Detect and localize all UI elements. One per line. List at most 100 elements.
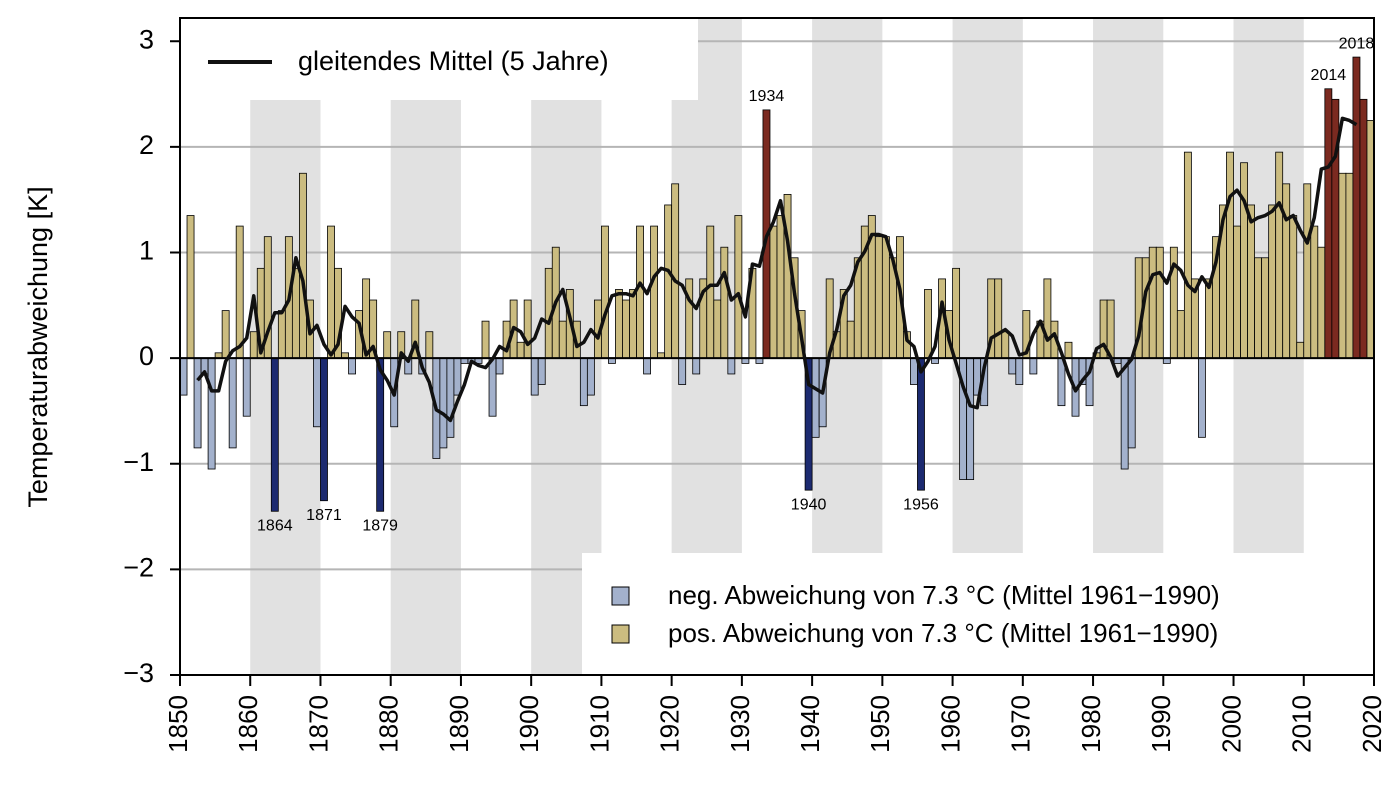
- bar: [425, 331, 434, 359]
- legend-label: neg. Abweichung von 7.3 °C (Mittel 1961−…: [668, 580, 1220, 610]
- bar: [1001, 331, 1010, 359]
- bar: [221, 310, 230, 359]
- bar: [1008, 357, 1017, 375]
- bar: [846, 320, 855, 359]
- bar: [446, 357, 455, 438]
- x-tick-label: 1910: [584, 695, 614, 753]
- bar: [692, 357, 701, 375]
- bar: [713, 299, 722, 359]
- annotation: 1956: [903, 496, 939, 513]
- bar-legend-box: [582, 553, 1373, 674]
- bar: [1359, 98, 1368, 359]
- bar: [1352, 56, 1361, 359]
- bar: [952, 267, 961, 359]
- y-tick-label: −1: [123, 447, 154, 477]
- bar: [1289, 215, 1298, 359]
- x-tick-label: 1980: [1076, 695, 1106, 753]
- bar: [186, 215, 195, 359]
- bar: [530, 357, 539, 396]
- bar: [1303, 183, 1312, 359]
- bar: [1345, 172, 1354, 359]
- bar: [488, 357, 497, 417]
- bar: [1254, 257, 1263, 359]
- bar: [629, 289, 637, 359]
- x-tick-label: 2020: [1357, 695, 1387, 753]
- annotation: 1934: [749, 88, 785, 105]
- bar: [481, 320, 490, 359]
- bar: [1233, 225, 1241, 359]
- bar: [678, 357, 687, 385]
- legend-swatch: [611, 586, 630, 606]
- y-tick-label: −2: [123, 552, 154, 582]
- x-tick-label: 1990: [1146, 695, 1176, 753]
- bar: [1268, 204, 1277, 359]
- legend-label: gleitendes Mittel (5 Jahre): [298, 46, 609, 76]
- legend-label: pos. Abweichung von 7.3 °C (Mittel 1961−…: [668, 618, 1218, 648]
- bar: [579, 357, 588, 407]
- bar: [874, 236, 883, 359]
- annotation: 1864: [257, 517, 293, 534]
- bar: [453, 357, 462, 396]
- bar: [881, 236, 890, 359]
- bar: [1338, 172, 1347, 359]
- y-tick-label: 3: [139, 24, 154, 54]
- bar: [727, 357, 736, 375]
- bar: [811, 357, 820, 438]
- bar: [298, 172, 307, 359]
- annotation: 1940: [791, 496, 827, 513]
- plot-frame: [179, 17, 1375, 676]
- bar: [207, 357, 216, 470]
- y-tick-label: 2: [139, 130, 154, 160]
- x-tick-label: 1930: [725, 695, 755, 753]
- bar: [249, 331, 258, 359]
- bar: [924, 289, 932, 359]
- bar: [516, 341, 525, 359]
- bar: [671, 183, 680, 359]
- bar: [917, 357, 925, 491]
- bar: [383, 331, 392, 359]
- bar: [558, 320, 567, 359]
- annotation: 1879: [362, 517, 398, 534]
- bar: [1226, 151, 1234, 359]
- bar: [1127, 357, 1136, 449]
- annotation: 2014: [1311, 67, 1347, 84]
- bar: [1296, 341, 1305, 359]
- x-tick-label: 1920: [655, 695, 685, 753]
- bar: [1176, 310, 1185, 359]
- bar: [650, 225, 659, 359]
- x-tick-label: 1860: [233, 695, 263, 753]
- bar: [1247, 204, 1255, 359]
- bar: [734, 215, 743, 359]
- x-tick-label: 1850: [163, 695, 193, 753]
- bar: [910, 357, 918, 385]
- y-tick-label: 0: [139, 341, 154, 371]
- bar: [664, 204, 673, 359]
- annotation: 1871: [306, 507, 342, 524]
- bar: [1120, 357, 1129, 470]
- line-legend-box: [181, 19, 698, 100]
- bar: [1317, 246, 1326, 359]
- y-tick-label: −3: [123, 658, 154, 688]
- moving-average-line: [196, 116, 1358, 423]
- bar: [228, 357, 237, 449]
- bar: [523, 299, 532, 359]
- bar: [327, 225, 335, 359]
- bar: [1198, 357, 1206, 438]
- bar: [586, 357, 595, 396]
- x-tick-label: 1870: [303, 695, 333, 753]
- x-tick-label: 2010: [1287, 695, 1317, 753]
- bar: [622, 299, 630, 359]
- bar: [1205, 278, 1213, 359]
- bar: [537, 357, 546, 385]
- bar: [994, 278, 1003, 359]
- bar: [1240, 162, 1248, 359]
- x-tick-label: 1970: [1006, 695, 1036, 753]
- legend-swatch: [611, 624, 630, 644]
- bar: [320, 357, 328, 502]
- x-tick-label: 1900: [514, 695, 544, 753]
- y-axis-label: Temperaturabweichung [K]: [23, 186, 53, 507]
- x-tick-label: 2000: [1216, 695, 1246, 753]
- x-tick-label: 1950: [865, 695, 895, 753]
